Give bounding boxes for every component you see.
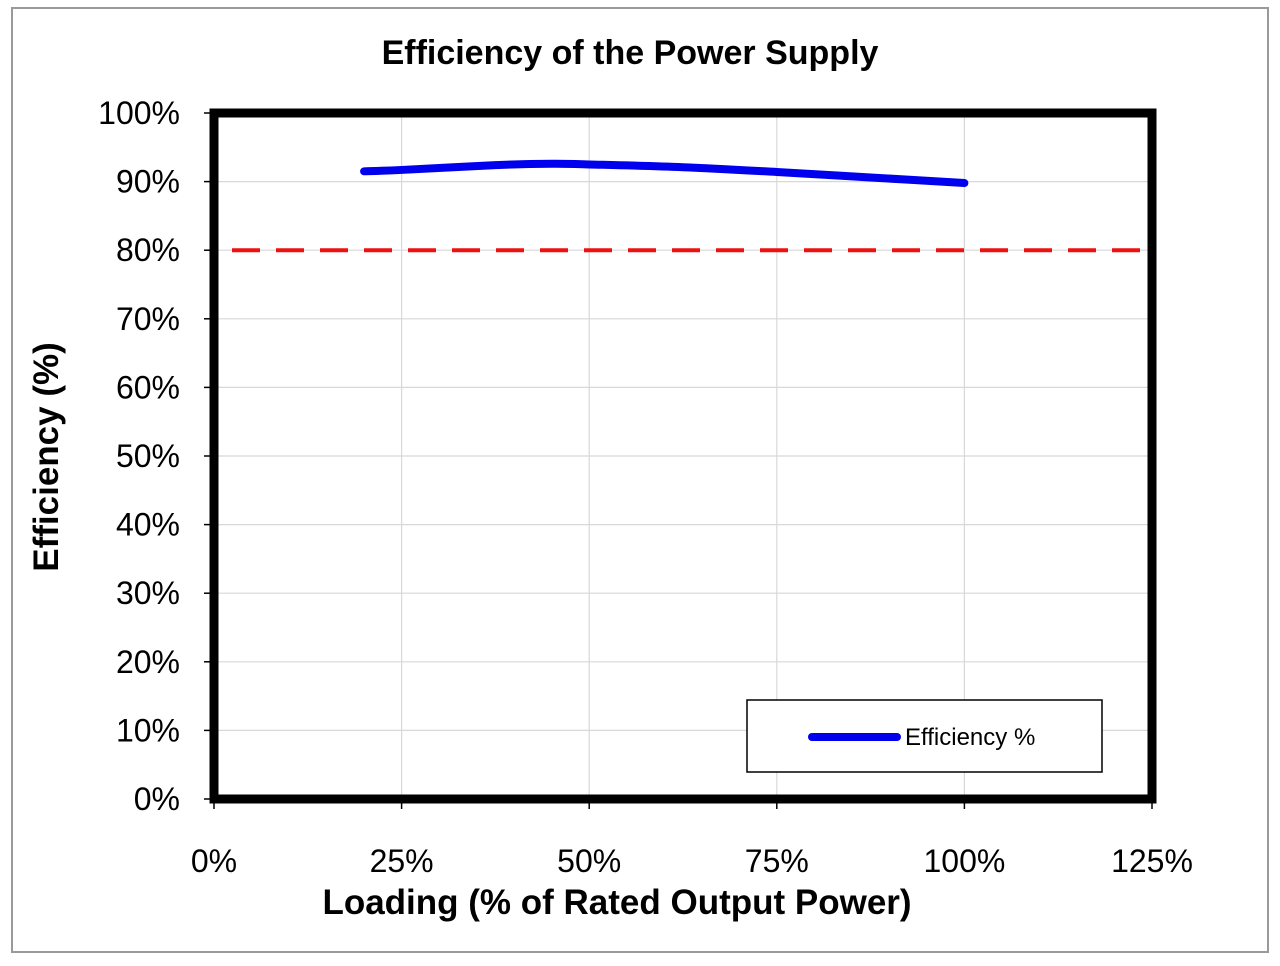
- x-tick-label: 100%: [923, 843, 1005, 879]
- tick-labels: 0% 10% 20% 30% 40% 50% 60% 70% 80% 90% 100% 0% 25% 50…: [98, 95, 1193, 879]
- chart-title: Efficiency of the Power Supply: [382, 34, 879, 72]
- y-tick-label: 50%: [116, 438, 180, 474]
- x-tick-label: 50%: [557, 843, 621, 879]
- y-tick-label: 80%: [116, 232, 180, 268]
- series-layer: [360, 159, 969, 187]
- y-tick-label: 90%: [116, 164, 180, 200]
- x-tick-label: 0%: [191, 843, 237, 879]
- y-tick-label: 0%: [134, 781, 180, 817]
- y-tick-label: 20%: [116, 644, 180, 680]
- x-tick-label: 75%: [745, 843, 809, 879]
- x-tick-label: 125%: [1111, 843, 1193, 879]
- y-tick-label: 30%: [116, 575, 180, 611]
- legend-label: Efficiency %: [905, 724, 1035, 751]
- series-line-efficiency: [360, 159, 969, 187]
- grid-lines: [213, 112, 1153, 800]
- y-tick-label: 60%: [116, 369, 180, 405]
- x-axis-title: Loading (% of Rated Output Power): [322, 883, 911, 922]
- legend: Efficiency %: [746, 699, 1103, 773]
- y-axis-title: Efficiency (%): [27, 342, 66, 572]
- legend-box: [746, 699, 1103, 773]
- y-tick-label: 100%: [98, 95, 180, 131]
- y-tick-label: 70%: [116, 301, 180, 337]
- y-tick-label: 40%: [116, 507, 180, 543]
- y-tick-label: 10%: [116, 712, 180, 748]
- x-tick-label: 25%: [370, 843, 434, 879]
